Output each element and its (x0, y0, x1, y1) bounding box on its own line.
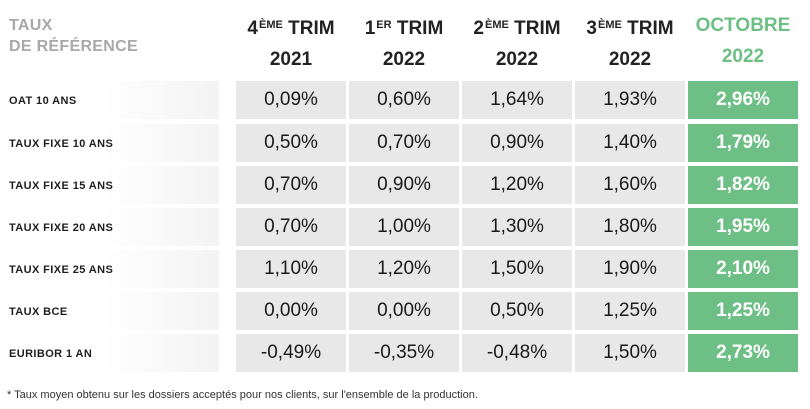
rate-cell: 0,70% (349, 124, 459, 162)
column-header-number: 2 (473, 18, 484, 39)
rate-cell: 1,50% (575, 334, 685, 372)
row-label-text: OAT 10 ANS (9, 94, 77, 107)
row-label-text: TAUX FIXE 10 ANS (9, 137, 114, 150)
column-header-number: 4 (247, 18, 258, 39)
rate-cell: 1,30% (462, 208, 572, 246)
rate-cell: 1,40% (575, 124, 685, 162)
column-header-word: OCTOBRE (695, 15, 791, 36)
column-header-period: OCTOBRE (688, 10, 798, 41)
column-header-year: 2022 (608, 49, 652, 70)
rate-cell: 1,80% (575, 208, 685, 246)
column-header-5: OCTOBRE 2022 (688, 10, 798, 72)
rate-cell: 2,10% (688, 250, 798, 288)
column-header-ordinal: ÈME (598, 19, 622, 31)
column-header-period: 3ÈME TRIM (575, 10, 685, 44)
row-label: TAUX FIXE 20 ANS (9, 208, 219, 246)
rate-cell: 2,73% (688, 334, 798, 372)
row-label-text: TAUX FIXE 20 ANS (9, 221, 114, 234)
row-label: TAUX FIXE 15 ANS (9, 166, 219, 204)
rate-cell: 1,79% (688, 124, 798, 162)
column-header-ordinal: ÈME (259, 19, 283, 31)
row-label: EURIBOR 1 AN (9, 334, 219, 372)
rate-cell: 0,00% (236, 292, 346, 330)
row-label-text: TAUX FIXE 25 ANS (9, 263, 114, 276)
rate-cell: 1,95% (688, 208, 798, 246)
column-header-period: 4ÈME TRIM (236, 10, 346, 44)
row-label: TAUX BCE (9, 292, 219, 330)
rate-cell: 1,50% (462, 250, 572, 288)
column-header-year: 2022 (495, 49, 539, 70)
row-label-text: TAUX BCE (9, 305, 68, 318)
row-label: OAT 10 ANS (9, 81, 219, 119)
column-header-word: TRIM (282, 18, 335, 39)
rate-cell: 1,20% (349, 250, 459, 288)
rate-cell: 1,10% (236, 250, 346, 288)
column-header-year: 2022 (721, 46, 765, 67)
rate-cell: 1,64% (462, 81, 572, 119)
row-label-text: EURIBOR 1 AN (9, 347, 93, 360)
rate-cell: 0,60% (349, 81, 459, 119)
column-header-year: 2021 (269, 49, 313, 70)
rate-cell: -0,49% (236, 334, 346, 372)
column-header-2: 1ER TRIM 2022 (349, 10, 459, 75)
reference-rates-title: TAUX DE RÉFÉRENCE (9, 15, 138, 57)
column-header-period: 1ER TRIM (349, 10, 459, 44)
rate-cell: 1,00% (349, 208, 459, 246)
rate-cell: 2,96% (688, 81, 798, 119)
rate-cell: 0,90% (462, 124, 572, 162)
rate-cell: 1,60% (575, 166, 685, 204)
footnote: * Taux moyen obtenu sur les dossiers acc… (7, 389, 478, 401)
rate-cell: 1,25% (575, 292, 685, 330)
reference-title-line2: DE RÉFÉRENCE (9, 38, 138, 55)
column-header-3: 2ÈME TRIM 2022 (462, 10, 572, 75)
column-header-word: TRIM (508, 18, 561, 39)
rate-cell: -0,35% (349, 334, 459, 372)
rate-cell: 0,09% (236, 81, 346, 119)
rate-cell: 0,00% (349, 292, 459, 330)
column-header-year: 2022 (382, 49, 426, 70)
rate-cell: 1,25% (688, 292, 798, 330)
rate-cell: 1,90% (575, 250, 685, 288)
column-header-ordinal: ER (376, 19, 392, 31)
rate-cell: 1,82% (688, 166, 798, 204)
column-header-number: 1 (364, 18, 376, 39)
column-header-word: TRIM (621, 18, 674, 39)
column-header-1: 4ÈME TRIM 2021 (236, 10, 346, 75)
rate-cell: 0,90% (349, 166, 459, 204)
column-header-4: 3ÈME TRIM 2022 (575, 10, 685, 75)
rate-cell: 1,20% (462, 166, 572, 204)
column-header-period: 2ÈME TRIM (462, 10, 572, 44)
rate-cell: 0,50% (462, 292, 572, 330)
row-label-text: TAUX FIXE 15 ANS (9, 179, 114, 192)
rate-cell: 0,50% (236, 124, 346, 162)
rate-cell: -0,48% (462, 334, 572, 372)
column-header-ordinal: ÈME (485, 19, 509, 31)
reference-title-line1: TAUX (9, 17, 53, 34)
column-header-number: 3 (586, 18, 597, 39)
row-label: TAUX FIXE 10 ANS (9, 124, 219, 162)
column-header-word: TRIM (391, 18, 444, 39)
rate-cell: 0,70% (236, 208, 346, 246)
rate-cell: 0,70% (236, 166, 346, 204)
rate-cell: 1,93% (575, 81, 685, 119)
row-label: TAUX FIXE 25 ANS (9, 250, 219, 288)
